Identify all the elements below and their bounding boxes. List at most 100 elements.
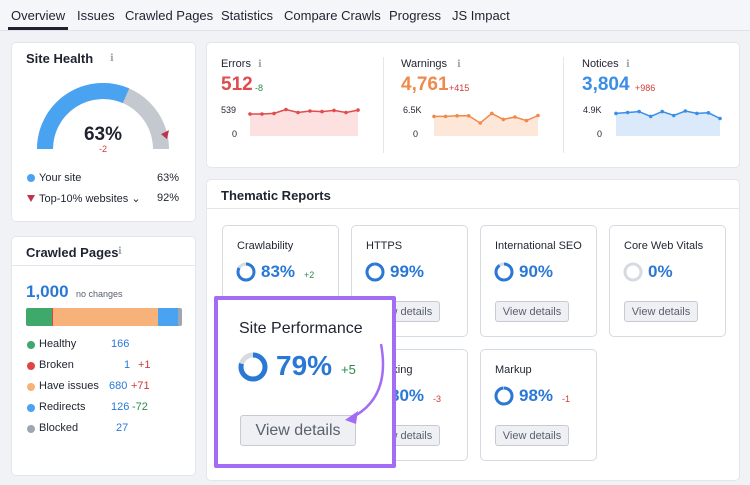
healthy-dot <box>27 341 35 349</box>
warnings-ymax: 6.5K <box>403 105 422 115</box>
sparkline-point <box>524 118 529 123</box>
international-seo-title: International SEO <box>495 240 582 252</box>
tab-statistics[interactable]: Statistics <box>221 8 274 23</box>
tab-progress[interactable]: Progress <box>389 8 442 23</box>
top10-marker-icon <box>161 130 169 140</box>
sparkline-point <box>344 110 348 115</box>
info-icon[interactable]: ℹ <box>457 59 461 70</box>
curved-arrow-icon <box>345 343 385 424</box>
tab-compare-crawls[interactable]: Compare Crawls <box>284 8 381 23</box>
sparkline-point <box>513 115 517 119</box>
warnings-value[interactable]: 4,761 <box>401 74 449 95</box>
crawled-stacked-bar <box>26 308 182 326</box>
tab-js-impact[interactable]: JS Impact <box>452 8 510 23</box>
broken-value[interactable]: 1 <box>124 359 131 371</box>
site-performance-ring-icon <box>238 352 268 382</box>
sparkline-point <box>272 111 276 116</box>
notices-label: Notices <box>582 58 619 70</box>
markup-view-details-button[interactable]: View details <box>495 425 569 446</box>
info-icon[interactable]: ℹ <box>110 53 114 64</box>
errors-value[interactable]: 512 <box>221 74 253 95</box>
sparkline-point <box>718 116 722 121</box>
blocked-label: Blocked <box>39 422 79 434</box>
sparkline-point <box>308 109 312 113</box>
site-health-gauge: 63% -2 <box>37 83 169 154</box>
issues-metrics-card: Errors ℹ 512 -8 539 0 Warnings ℹ 4,761 +… <box>207 43 739 167</box>
have-issues-value[interactable]: 680 <box>109 380 128 392</box>
international-seo-card[interactable]: International SEO 90% View details <box>480 225 597 337</box>
sparkline-point <box>501 117 506 122</box>
site-health-delta: -2 <box>99 144 107 154</box>
redirects-delta: -72 <box>132 401 148 413</box>
blocked-dot <box>27 425 35 433</box>
site-health-percent: 63% <box>84 124 122 145</box>
stacked-bar-segment <box>51 308 54 326</box>
sparkline-point <box>706 111 711 115</box>
sparkline-point <box>466 114 471 118</box>
your-site-dot <box>27 174 35 182</box>
sparkline-point <box>260 112 264 116</box>
sparkline-point <box>356 108 360 112</box>
crawlability-title: Crawlability <box>237 240 294 252</box>
sparkline-area <box>434 113 538 136</box>
site-performance-view-details-button[interactable]: View details <box>240 415 356 446</box>
core-web-vitals-ring-icon <box>623 262 643 282</box>
sparkline-point <box>648 114 653 119</box>
sparkline-area <box>616 111 720 136</box>
warnings-sparkline <box>432 111 540 136</box>
have-issues-dot <box>27 383 35 391</box>
https-ring-icon <box>365 262 385 282</box>
sparkline-point <box>660 109 664 114</box>
tab-issues[interactable]: Issues <box>77 8 115 23</box>
sparkline-point <box>478 121 482 125</box>
active-tab-indicator <box>8 27 68 30</box>
international-seo-pct: 90% <box>519 262 554 281</box>
site-performance-title: Site Performance <box>239 320 363 337</box>
top10-dropdown[interactable]: Top-10% websites ⌄ <box>39 192 141 205</box>
crawlability-pct: 83% <box>261 262 296 281</box>
broken-delta: +1 <box>138 359 151 371</box>
tab-crawled-pages[interactable]: Crawled Pages <box>125 8 214 23</box>
markup-ring-icon <box>494 386 514 406</box>
crawlability-delta: +2 <box>304 270 315 280</box>
sparkline-point <box>248 112 252 116</box>
markup-title: Markup <box>495 364 532 376</box>
markup-card[interactable]: Markup 98% -1 View details <box>480 349 597 461</box>
tab-overview[interactable]: Overview <box>11 8 66 23</box>
errors-ymax: 539 <box>221 105 237 115</box>
info-icon[interactable]: ℹ <box>118 246 122 257</box>
site-performance-highlight[interactable]: Site Performance 79% +5 View details <box>214 296 396 468</box>
sparkline-point <box>672 113 676 118</box>
thematic-reports-title: Thematic Reports <box>221 188 331 203</box>
https-pct: 99% <box>390 262 425 281</box>
sparkline-area <box>250 109 358 136</box>
sparkline-point <box>536 113 540 118</box>
blocked-value[interactable]: 27 <box>116 422 129 434</box>
sparkline-point <box>490 111 494 116</box>
redirects-value[interactable]: 126 <box>111 401 130 413</box>
notices-ymin: 0 <box>597 129 603 139</box>
warnings-ymin: 0 <box>413 129 419 139</box>
errors-delta: -8 <box>255 83 264 93</box>
crawled-total-note: no changes <box>76 289 123 299</box>
info-icon[interactable]: ℹ <box>626 59 630 70</box>
info-icon[interactable]: ℹ <box>258 59 262 70</box>
notices-value[interactable]: 3,804 <box>582 74 630 95</box>
site-performance-pct: 79% <box>276 350 333 381</box>
core-web-vitals-card[interactable]: Core Web Vitals 0% View details <box>609 225 726 337</box>
sparkline-line <box>250 108 359 115</box>
international-seo-view-details-button[interactable]: View details <box>495 301 569 322</box>
healthy-value[interactable]: 166 <box>111 338 130 350</box>
notices-delta: +986 <box>635 83 656 93</box>
have-issues-label: Have issues <box>39 380 99 392</box>
your-site-value: 63% <box>157 172 180 184</box>
errors-ymin: 0 <box>232 129 238 139</box>
sparkline-point <box>296 110 300 115</box>
sparkline-point <box>432 114 436 119</box>
redirects-label: Redirects <box>39 401 86 413</box>
warnings-delta: +415 <box>449 83 470 93</box>
healthy-label: Healthy <box>39 338 77 350</box>
core-web-vitals-view-details-button[interactable]: View details <box>624 301 698 322</box>
crawled-total[interactable]: 1,000 <box>26 282 69 301</box>
sparkline-point <box>625 110 630 115</box>
